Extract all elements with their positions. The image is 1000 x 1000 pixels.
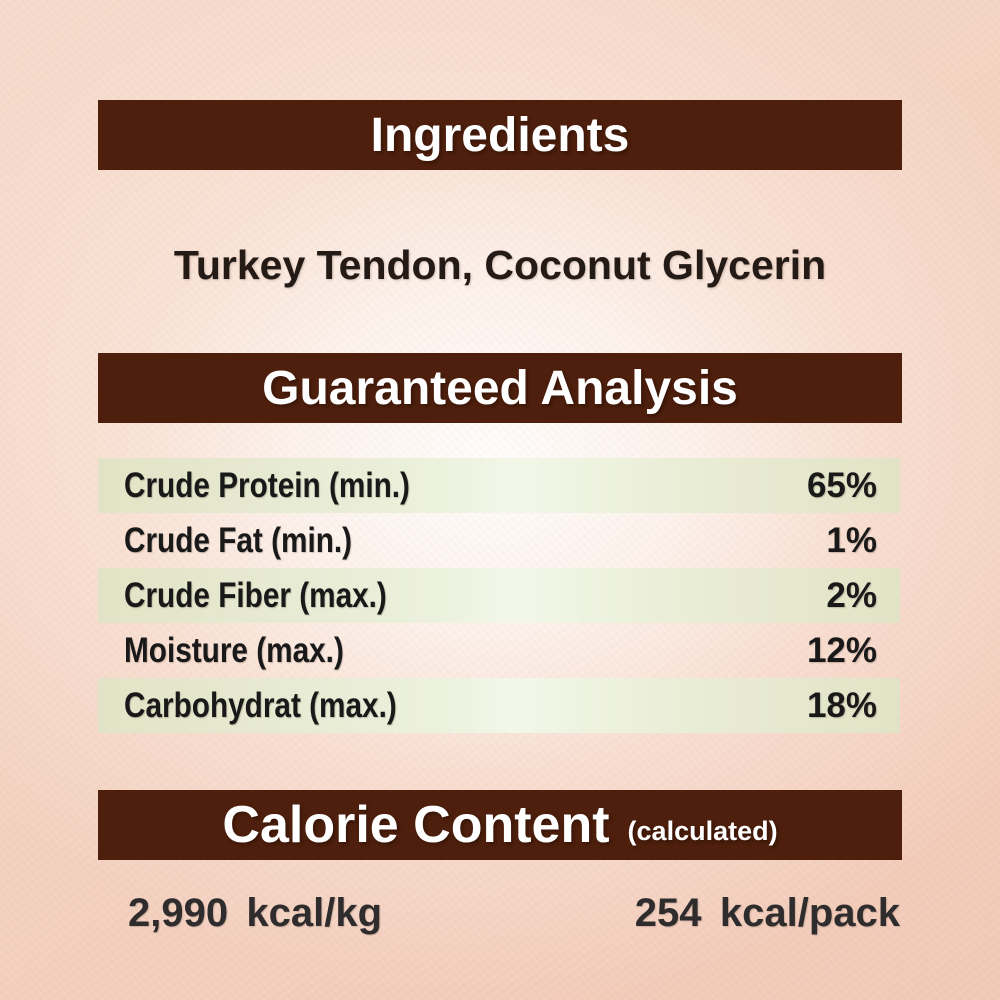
nutrient-label: Crude Fat (min.) <box>124 520 353 560</box>
nutrient-label: Carbohydrat (max.) <box>124 685 397 725</box>
ingredients-list-text: Turkey Tendon, Coconut Glycerin <box>173 241 827 288</box>
guaranteed-analysis-header-title: Guaranteed Analysis <box>262 361 738 415</box>
nutrient-value: 18% <box>806 685 877 725</box>
calorie-content-header-title: Calorie Content <box>222 796 610 854</box>
ingredients-list: Turkey Tendon, Coconut Glycerin <box>0 230 1000 300</box>
nutrient-label: Crude Protein (min.) <box>124 465 410 505</box>
nutrient-value: 65% <box>806 465 877 505</box>
guaranteed-analysis-header-bar: Guaranteed Analysis <box>98 353 902 423</box>
table-row: Crude Fat (min.) 1% <box>98 513 900 568</box>
calorie-content-header-bar: Calorie Content (calculated) <box>98 790 902 860</box>
ingredients-header-title: Ingredients <box>370 108 630 162</box>
calories-per-kg: 2,990 kcal/kg <box>128 890 383 935</box>
calories-per-pack: 254 kcal/pack <box>634 890 900 935</box>
table-row: Moisture (max.) 12% <box>98 623 900 678</box>
nutrient-label: Moisture (max.) <box>124 630 344 670</box>
nutrient-value: 2% <box>826 575 877 615</box>
ingredients-header-bar: Ingredients <box>98 100 902 170</box>
table-row: Crude Fiber (max.) 2% <box>98 568 900 623</box>
nutrient-value: 1% <box>826 520 877 560</box>
calorie-values-row: 2,990 kcal/kg 254 kcal/pack <box>98 886 900 940</box>
calorie-content-header-suffix: (calculated) <box>627 816 778 846</box>
nutrient-label: Crude Fiber (max.) <box>124 575 387 615</box>
table-row: Carbohydrat (max.) 18% <box>98 678 900 733</box>
nutrient-value: 12% <box>806 630 877 670</box>
guaranteed-analysis-table: Crude Protein (min.) 65% Crude Fat (min.… <box>98 458 900 733</box>
calorie-header-group: Calorie Content (calculated) <box>98 790 902 860</box>
table-row: Crude Protein (min.) 65% <box>98 458 900 513</box>
